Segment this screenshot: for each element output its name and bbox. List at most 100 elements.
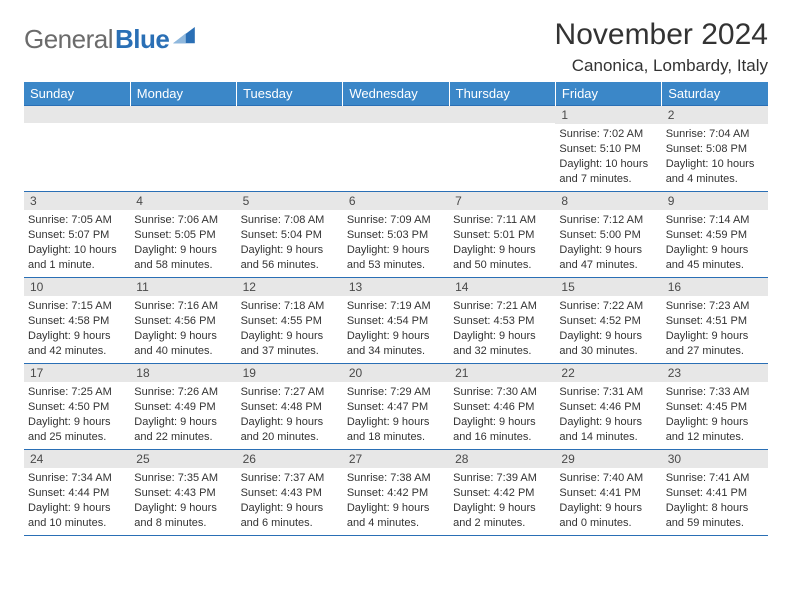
sunset-text: Sunset: 4:50 PM — [28, 400, 126, 415]
calendar-day-cell: 8Sunrise: 7:12 AMSunset: 5:00 PMDaylight… — [555, 192, 661, 278]
calendar-day-cell — [130, 106, 236, 192]
day-number: 26 — [237, 450, 343, 468]
calendar-week-row: 1Sunrise: 7:02 AMSunset: 5:10 PMDaylight… — [24, 106, 768, 192]
sunrise-text: Sunrise: 7:35 AM — [134, 471, 232, 486]
month-title: November 2024 — [555, 18, 768, 52]
weekday-header: Monday — [130, 82, 236, 106]
daylight-text: Daylight: 9 hours and 2 minutes. — [453, 501, 551, 531]
daylight-text: Daylight: 9 hours and 8 minutes. — [134, 501, 232, 531]
calendar-day-cell: 19Sunrise: 7:27 AMSunset: 4:48 PMDayligh… — [237, 364, 343, 450]
brand-part2: Blue — [115, 24, 169, 55]
sunset-text: Sunset: 4:55 PM — [241, 314, 339, 329]
sunrise-text: Sunrise: 7:14 AM — [666, 213, 764, 228]
daylight-text: Daylight: 9 hours and 42 minutes. — [28, 329, 126, 359]
sunset-text: Sunset: 4:43 PM — [134, 486, 232, 501]
day-details: Sunrise: 7:31 AMSunset: 4:46 PMDaylight:… — [555, 382, 661, 448]
sunset-text: Sunset: 4:52 PM — [559, 314, 657, 329]
daylight-text: Daylight: 9 hours and 14 minutes. — [559, 415, 657, 445]
daylight-text: Daylight: 9 hours and 20 minutes. — [241, 415, 339, 445]
day-details: Sunrise: 7:21 AMSunset: 4:53 PMDaylight:… — [449, 296, 555, 362]
day-details: Sunrise: 7:37 AMSunset: 4:43 PMDaylight:… — [237, 468, 343, 534]
day-number: 11 — [130, 278, 236, 296]
calendar-day-cell: 12Sunrise: 7:18 AMSunset: 4:55 PMDayligh… — [237, 278, 343, 364]
calendar-day-cell: 25Sunrise: 7:35 AMSunset: 4:43 PMDayligh… — [130, 450, 236, 536]
sunset-text: Sunset: 4:41 PM — [666, 486, 764, 501]
day-details: Sunrise: 7:25 AMSunset: 4:50 PMDaylight:… — [24, 382, 130, 448]
calendar-day-cell: 30Sunrise: 7:41 AMSunset: 4:41 PMDayligh… — [662, 450, 768, 536]
sunset-text: Sunset: 5:07 PM — [28, 228, 126, 243]
day-number: 9 — [662, 192, 768, 210]
calendar-day-cell: 2Sunrise: 7:04 AMSunset: 5:08 PMDaylight… — [662, 106, 768, 192]
sunrise-text: Sunrise: 7:31 AM — [559, 385, 657, 400]
calendar-week-row: 10Sunrise: 7:15 AMSunset: 4:58 PMDayligh… — [24, 278, 768, 364]
day-details: Sunrise: 7:15 AMSunset: 4:58 PMDaylight:… — [24, 296, 130, 362]
calendar-day-cell: 15Sunrise: 7:22 AMSunset: 4:52 PMDayligh… — [555, 278, 661, 364]
daylight-text: Daylight: 9 hours and 32 minutes. — [453, 329, 551, 359]
sunrise-text: Sunrise: 7:04 AM — [666, 127, 764, 142]
day-details: Sunrise: 7:41 AMSunset: 4:41 PMDaylight:… — [662, 468, 768, 534]
weekday-header: Sunday — [24, 82, 130, 106]
day-details: Sunrise: 7:26 AMSunset: 4:49 PMDaylight:… — [130, 382, 236, 448]
sunrise-text: Sunrise: 7:41 AM — [666, 471, 764, 486]
sunset-text: Sunset: 4:43 PM — [241, 486, 339, 501]
sunrise-text: Sunrise: 7:09 AM — [347, 213, 445, 228]
calendar-day-cell: 18Sunrise: 7:26 AMSunset: 4:49 PMDayligh… — [130, 364, 236, 450]
calendar-day-cell — [237, 106, 343, 192]
sunset-text: Sunset: 4:51 PM — [666, 314, 764, 329]
calendar-day-cell: 13Sunrise: 7:19 AMSunset: 4:54 PMDayligh… — [343, 278, 449, 364]
day-number: 28 — [449, 450, 555, 468]
daylight-text: Daylight: 9 hours and 50 minutes. — [453, 243, 551, 273]
sunset-text: Sunset: 5:00 PM — [559, 228, 657, 243]
day-details: Sunrise: 7:18 AMSunset: 4:55 PMDaylight:… — [237, 296, 343, 362]
day-details: Sunrise: 7:02 AMSunset: 5:10 PMDaylight:… — [555, 124, 661, 190]
day-number: 2 — [662, 106, 768, 124]
calendar-day-cell: 6Sunrise: 7:09 AMSunset: 5:03 PMDaylight… — [343, 192, 449, 278]
sunset-text: Sunset: 5:03 PM — [347, 228, 445, 243]
sunrise-text: Sunrise: 7:15 AM — [28, 299, 126, 314]
sunrise-text: Sunrise: 7:26 AM — [134, 385, 232, 400]
daylight-text: Daylight: 9 hours and 58 minutes. — [134, 243, 232, 273]
day-number — [343, 106, 449, 123]
sunset-text: Sunset: 4:41 PM — [559, 486, 657, 501]
day-details: Sunrise: 7:30 AMSunset: 4:46 PMDaylight:… — [449, 382, 555, 448]
day-number: 12 — [237, 278, 343, 296]
daylight-text: Daylight: 9 hours and 0 minutes. — [559, 501, 657, 531]
sunset-text: Sunset: 4:42 PM — [453, 486, 551, 501]
brand-part1: General — [24, 24, 113, 55]
calendar-day-cell: 24Sunrise: 7:34 AMSunset: 4:44 PMDayligh… — [24, 450, 130, 536]
day-number — [237, 106, 343, 123]
sunset-text: Sunset: 4:59 PM — [666, 228, 764, 243]
day-number — [130, 106, 236, 123]
weekday-header: Thursday — [449, 82, 555, 106]
calendar-day-cell: 14Sunrise: 7:21 AMSunset: 4:53 PMDayligh… — [449, 278, 555, 364]
sunset-text: Sunset: 4:53 PM — [453, 314, 551, 329]
sunset-text: Sunset: 4:54 PM — [347, 314, 445, 329]
sunrise-text: Sunrise: 7:18 AM — [241, 299, 339, 314]
day-details: Sunrise: 7:38 AMSunset: 4:42 PMDaylight:… — [343, 468, 449, 534]
sunset-text: Sunset: 4:56 PM — [134, 314, 232, 329]
day-details: Sunrise: 7:04 AMSunset: 5:08 PMDaylight:… — [662, 124, 768, 190]
daylight-text: Daylight: 9 hours and 45 minutes. — [666, 243, 764, 273]
calendar-week-row: 17Sunrise: 7:25 AMSunset: 4:50 PMDayligh… — [24, 364, 768, 450]
daylight-text: Daylight: 10 hours and 7 minutes. — [559, 157, 657, 187]
daylight-text: Daylight: 9 hours and 27 minutes. — [666, 329, 764, 359]
sunrise-text: Sunrise: 7:05 AM — [28, 213, 126, 228]
title-block: November 2024 Canonica, Lombardy, Italy — [555, 18, 768, 76]
sunrise-text: Sunrise: 7:19 AM — [347, 299, 445, 314]
weekday-header-row: Sunday Monday Tuesday Wednesday Thursday… — [24, 82, 768, 106]
sunrise-text: Sunrise: 7:29 AM — [347, 385, 445, 400]
sunrise-text: Sunrise: 7:16 AM — [134, 299, 232, 314]
calendar-week-row: 24Sunrise: 7:34 AMSunset: 4:44 PMDayligh… — [24, 450, 768, 536]
sunrise-text: Sunrise: 7:22 AM — [559, 299, 657, 314]
daylight-text: Daylight: 9 hours and 53 minutes. — [347, 243, 445, 273]
day-number: 3 — [24, 192, 130, 210]
daylight-text: Daylight: 9 hours and 34 minutes. — [347, 329, 445, 359]
day-details: Sunrise: 7:05 AMSunset: 5:07 PMDaylight:… — [24, 210, 130, 276]
sunset-text: Sunset: 5:08 PM — [666, 142, 764, 157]
calendar-day-cell: 1Sunrise: 7:02 AMSunset: 5:10 PMDaylight… — [555, 106, 661, 192]
calendar-day-cell: 17Sunrise: 7:25 AMSunset: 4:50 PMDayligh… — [24, 364, 130, 450]
calendar-day-cell: 21Sunrise: 7:30 AMSunset: 4:46 PMDayligh… — [449, 364, 555, 450]
daylight-text: Daylight: 9 hours and 6 minutes. — [241, 501, 339, 531]
location-subtitle: Canonica, Lombardy, Italy — [555, 56, 768, 76]
day-number: 21 — [449, 364, 555, 382]
